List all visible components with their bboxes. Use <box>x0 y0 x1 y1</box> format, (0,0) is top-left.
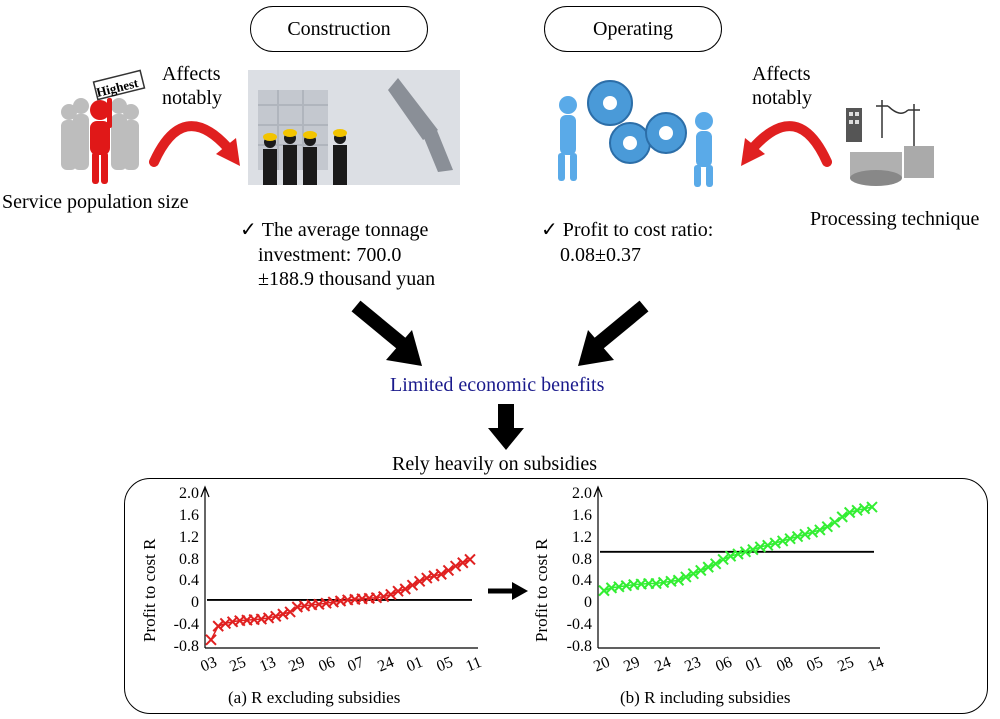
curved-arrow-right-icon <box>741 121 832 167</box>
chart-a-point <box>277 608 289 620</box>
chart-a-point <box>449 560 462 572</box>
chart-a-point <box>442 564 455 577</box>
chart-b-point <box>806 526 819 538</box>
chart-b-point <box>769 537 781 549</box>
chart-b-point <box>717 553 729 566</box>
construction-detail-line3: ±188.9 thousand yuan <box>258 268 436 290</box>
construction-label: Construction <box>250 6 428 52</box>
operating-label: Operating <box>544 6 722 52</box>
gears-image <box>558 80 713 187</box>
chart-b-point <box>672 574 685 586</box>
chart-b-ylabel: Profit to cost R <box>532 538 551 642</box>
chart-b-point <box>702 561 714 573</box>
operating-detail-line2: 0.08±0.37 <box>560 244 641 266</box>
check-icon: ✓ <box>541 219 558 241</box>
chart-b-y-axis-arrowhead <box>593 485 603 498</box>
chart-b-point <box>784 533 796 545</box>
chart-a-point <box>377 590 390 603</box>
chart-a-ytick: 0 <box>191 594 199 612</box>
chart-a-point <box>385 588 397 601</box>
chart-b-point <box>836 511 848 523</box>
crowd-figure-icon <box>61 69 146 184</box>
chart-a-ytick: 0.4 <box>179 572 199 590</box>
chart-a-point <box>464 553 476 566</box>
chart-b-point <box>821 520 834 533</box>
operating-detail-line1: ✓ Profit to cost ratio: <box>541 218 713 242</box>
factory-icon <box>846 100 934 186</box>
chart-b-ytick: 0 <box>584 594 592 612</box>
right-arrow-icon <box>488 582 528 600</box>
operating-detail-text1: Profit to cost ratio: <box>562 219 714 241</box>
chart-a-caption: (a) R excluding subsidies <box>228 688 401 707</box>
construction-workers-image <box>248 70 460 185</box>
chart-a-point <box>392 585 404 597</box>
affects-right-line1: Affects <box>752 63 811 85</box>
chart-a-point <box>270 610 282 623</box>
chart-b-point <box>791 530 804 543</box>
chart-b-ytick: 2.0 <box>572 485 592 502</box>
chart-a-point <box>399 583 411 595</box>
charts-panel <box>124 478 988 714</box>
chart-b-ytick: 0.8 <box>572 550 592 568</box>
chart-b-point <box>680 571 692 583</box>
chart-b-point <box>709 558 722 570</box>
curved-arrow-left-icon <box>149 121 240 167</box>
chart-b-caption: (b) R including subsidies <box>620 688 791 707</box>
chart-b-point <box>799 528 811 541</box>
chart-a-ytick: 1.2 <box>179 528 199 546</box>
affects-right-line2: notably <box>752 87 812 109</box>
chart-a-ytick: 1.6 <box>179 506 199 524</box>
affects-left-line1: Affects <box>162 63 221 85</box>
check-icon: ✓ <box>240 219 257 241</box>
chart-b-point <box>866 501 878 513</box>
diagonal-arrow-left-icon <box>351 300 422 366</box>
construction-detail-line2: investment: 700.0 <box>258 244 402 266</box>
limited-benefits-label: Limited economic benefits <box>390 374 605 396</box>
chart-b-ytick: 0.4 <box>572 572 592 590</box>
rely-subsidies-label: Rely heavily on subsidies <box>392 453 597 475</box>
chart-a-ytick: 0.8 <box>179 550 199 568</box>
chart-b-ytick: 1.6 <box>572 506 592 524</box>
chart-a-point <box>435 568 447 580</box>
chart-b-point <box>732 548 744 560</box>
chart-b-point <box>687 567 700 580</box>
chart-b-point <box>829 516 841 529</box>
down-arrow-icon <box>488 404 524 450</box>
construction-detail-line1: ✓ The average tonnage <box>240 218 428 242</box>
chart-a-ytick: 2.0 <box>179 485 199 502</box>
diagonal-arrow-right-icon <box>578 300 649 366</box>
chart-a-point <box>284 606 296 618</box>
chart-b-point <box>814 524 826 536</box>
chart-a-ytick: -0.8 <box>173 638 199 655</box>
service-population-label: Service population size <box>2 191 189 213</box>
chart-b-point <box>695 564 707 577</box>
chart-a-point <box>406 579 419 591</box>
chart-b-point <box>776 535 789 547</box>
chart-b-ytick: -0.8 <box>566 638 592 655</box>
chart-a-point <box>457 557 469 569</box>
chart-b-ytick: 1.2 <box>572 528 592 546</box>
chart-a-point <box>205 634 217 646</box>
chart-a-point <box>413 575 426 588</box>
chart-a-point <box>212 620 224 632</box>
affects-left-line2: notably <box>162 87 222 109</box>
chart-a-ytick: -0.4 <box>173 616 199 634</box>
construction-detail-text1: The average tonnage <box>261 219 429 241</box>
chart-b-point <box>747 543 759 556</box>
chart-a-point <box>421 572 433 584</box>
processing-technique-label: Processing technique <box>810 208 980 230</box>
chart-b-point <box>598 584 610 597</box>
chart-b-ytick: -0.4 <box>566 616 592 634</box>
chart-a-y-axis-arrowhead <box>200 485 210 498</box>
chart-b-point <box>762 539 774 551</box>
